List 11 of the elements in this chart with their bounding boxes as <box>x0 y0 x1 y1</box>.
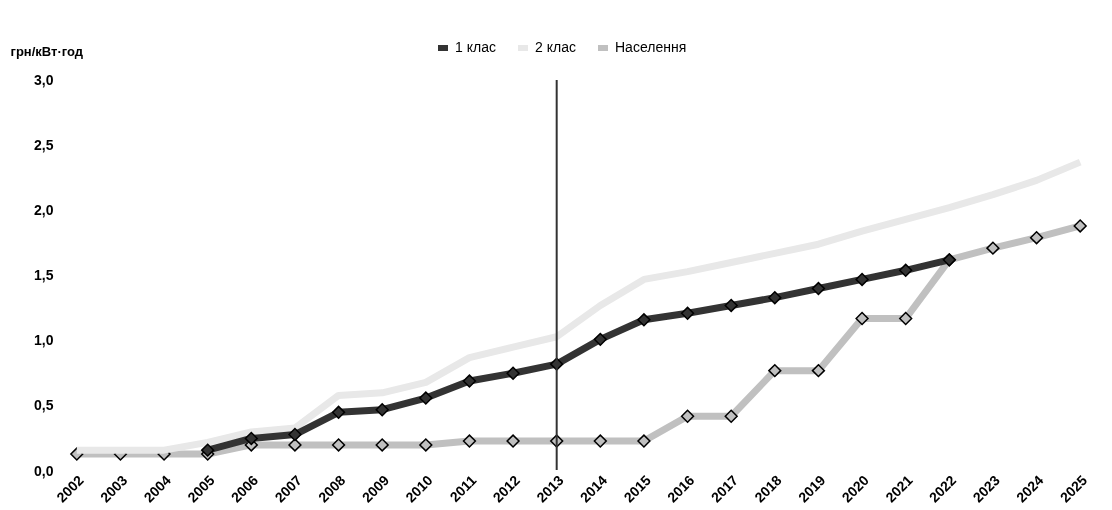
y-tick-label: 0,0 <box>34 462 54 479</box>
y-tick-label: 3,0 <box>34 71 54 88</box>
y-tick-label: 1,0 <box>34 332 54 349</box>
y-tick-label: 2,0 <box>34 201 54 218</box>
legend-label: 2 клас <box>535 39 576 55</box>
y-axis-title: грн/кВт·год <box>10 43 84 59</box>
y-tick-label: 1,5 <box>34 267 54 283</box>
y-tick-label: 0,5 <box>34 397 54 414</box>
y-tick-label: 2,5 <box>34 136 54 153</box>
legend-label: 1 клас <box>455 39 496 55</box>
legend-label: Населення <box>615 39 687 55</box>
